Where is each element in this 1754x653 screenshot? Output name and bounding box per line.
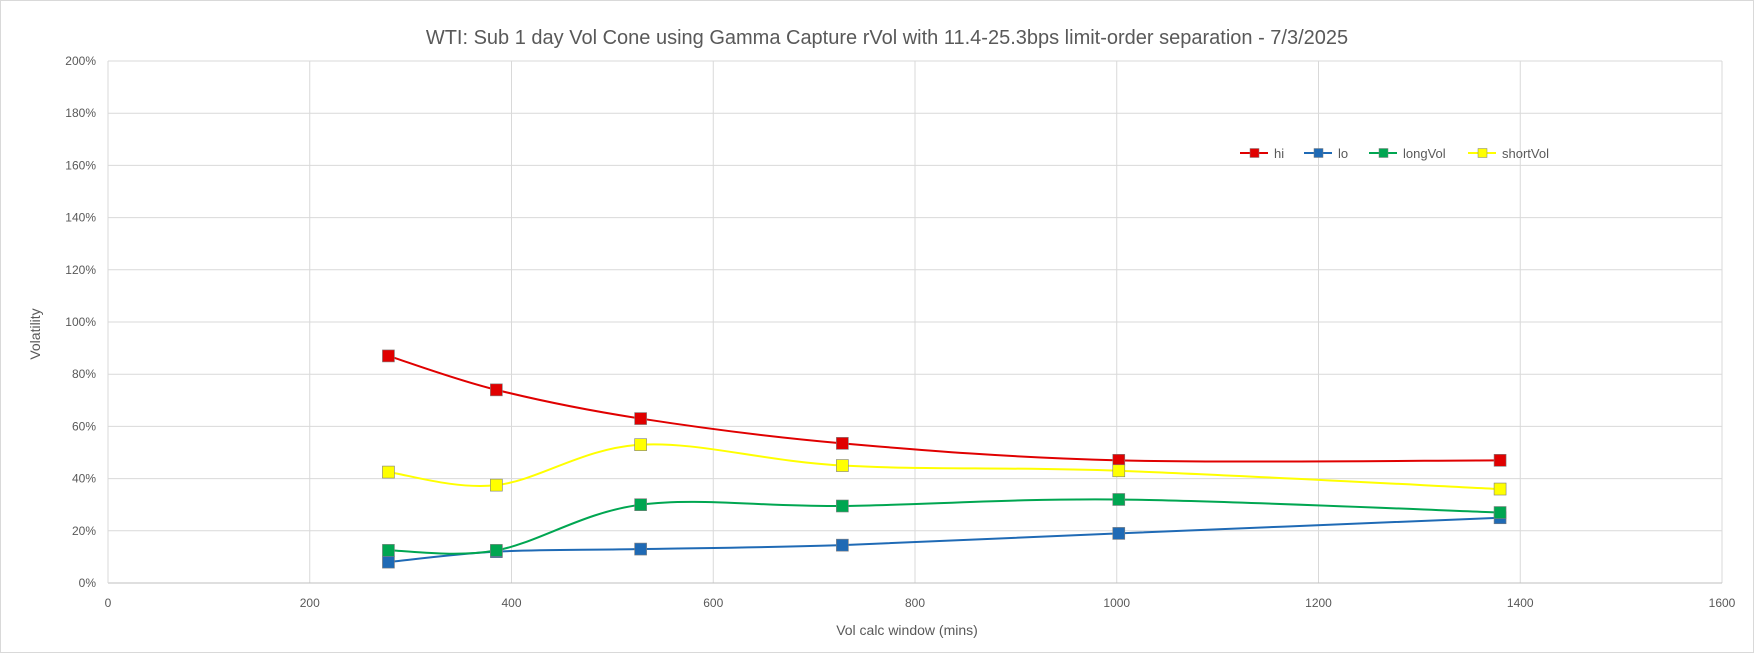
legend-item-lo: lo — [1304, 146, 1348, 161]
data-point-longVol — [1112, 493, 1126, 506]
series-longVol — [382, 493, 1507, 557]
legend-label: shortVol — [1502, 146, 1549, 161]
y-tick-label: 80% — [72, 367, 96, 381]
legend-item-hi: hi — [1240, 146, 1284, 161]
x-tick-label: 1600 — [1709, 596, 1736, 610]
y-tick-label: 140% — [65, 211, 96, 225]
y-tick-label: 200% — [65, 54, 96, 68]
x-tick-label: 1000 — [1103, 596, 1130, 610]
data-point-shortVol — [836, 459, 849, 472]
x-axis-title: Vol calc window (mins) — [836, 622, 978, 638]
series-shortVol — [382, 438, 1507, 496]
data-point-hi — [836, 437, 849, 450]
legend-marker — [1378, 148, 1389, 158]
data-point-longVol — [634, 498, 647, 512]
y-tick-label: 0% — [79, 576, 97, 590]
legend-marker — [1313, 148, 1324, 158]
legend-item-shortVol: shortVol — [1468, 146, 1549, 161]
legend: hi lo longVol shortVol — [1240, 146, 1549, 161]
legend-label: hi — [1274, 146, 1284, 161]
data-point-hi — [634, 412, 647, 425]
data-point-hi — [382, 349, 395, 363]
data-point-longVol — [382, 544, 395, 557]
y-tick-label: 20% — [72, 524, 96, 538]
data-point-lo — [382, 555, 395, 569]
data-point-lo — [634, 542, 647, 556]
series-line-longVol — [388, 498, 1501, 555]
axes: 0% 20% 40% 60% 80% 100% 120% 140% 160% 180% 200% 0 2… — [65, 54, 1735, 610]
y-tick-label: 60% — [72, 419, 96, 433]
legend-marker — [1477, 148, 1488, 158]
data-point-lo — [836, 538, 849, 552]
y-tick-label: 160% — [65, 158, 96, 172]
data-point-shortVol — [382, 465, 395, 479]
x-tick-label: 1400 — [1507, 596, 1534, 610]
x-tick-label: 0 — [105, 596, 112, 610]
legend-marker — [1249, 148, 1260, 158]
legend-item-longVol: longVol — [1369, 146, 1446, 161]
series-hi — [382, 349, 1507, 467]
x-tick-label: 1200 — [1305, 596, 1332, 610]
data-point-hi — [490, 383, 503, 397]
x-tick-label: 400 — [501, 596, 521, 610]
series-line-lo — [388, 516, 1501, 564]
x-tick-label: 800 — [905, 596, 925, 610]
series-lines — [382, 349, 1507, 569]
y-tick-label: 180% — [65, 106, 96, 120]
data-point-shortVol — [1493, 482, 1507, 496]
series-line-hi — [388, 354, 1501, 463]
legend-label: lo — [1338, 146, 1348, 161]
y-axis-title: Volatility — [27, 308, 43, 359]
x-tick-label: 200 — [300, 596, 320, 610]
data-point-hi — [1493, 454, 1507, 467]
data-point-shortVol — [634, 438, 647, 451]
data-point-shortVol — [490, 478, 503, 492]
y-tick-label: 120% — [65, 263, 96, 277]
data-point-longVol — [836, 499, 849, 513]
legend-label: longVol — [1403, 146, 1446, 161]
series-lo — [382, 511, 1507, 569]
data-point-shortVol — [1112, 464, 1126, 478]
chart-title: WTI: Sub 1 day Vol Cone using Gamma Capt… — [426, 27, 1348, 49]
y-tick-label: 40% — [72, 472, 96, 486]
gridlines — [108, 60, 1723, 583]
data-point-longVol — [1493, 506, 1507, 519]
data-point-longVol — [490, 544, 503, 557]
data-point-lo — [1112, 527, 1126, 540]
y-tick-label: 100% — [65, 315, 96, 329]
x-tick-label: 600 — [703, 596, 723, 610]
